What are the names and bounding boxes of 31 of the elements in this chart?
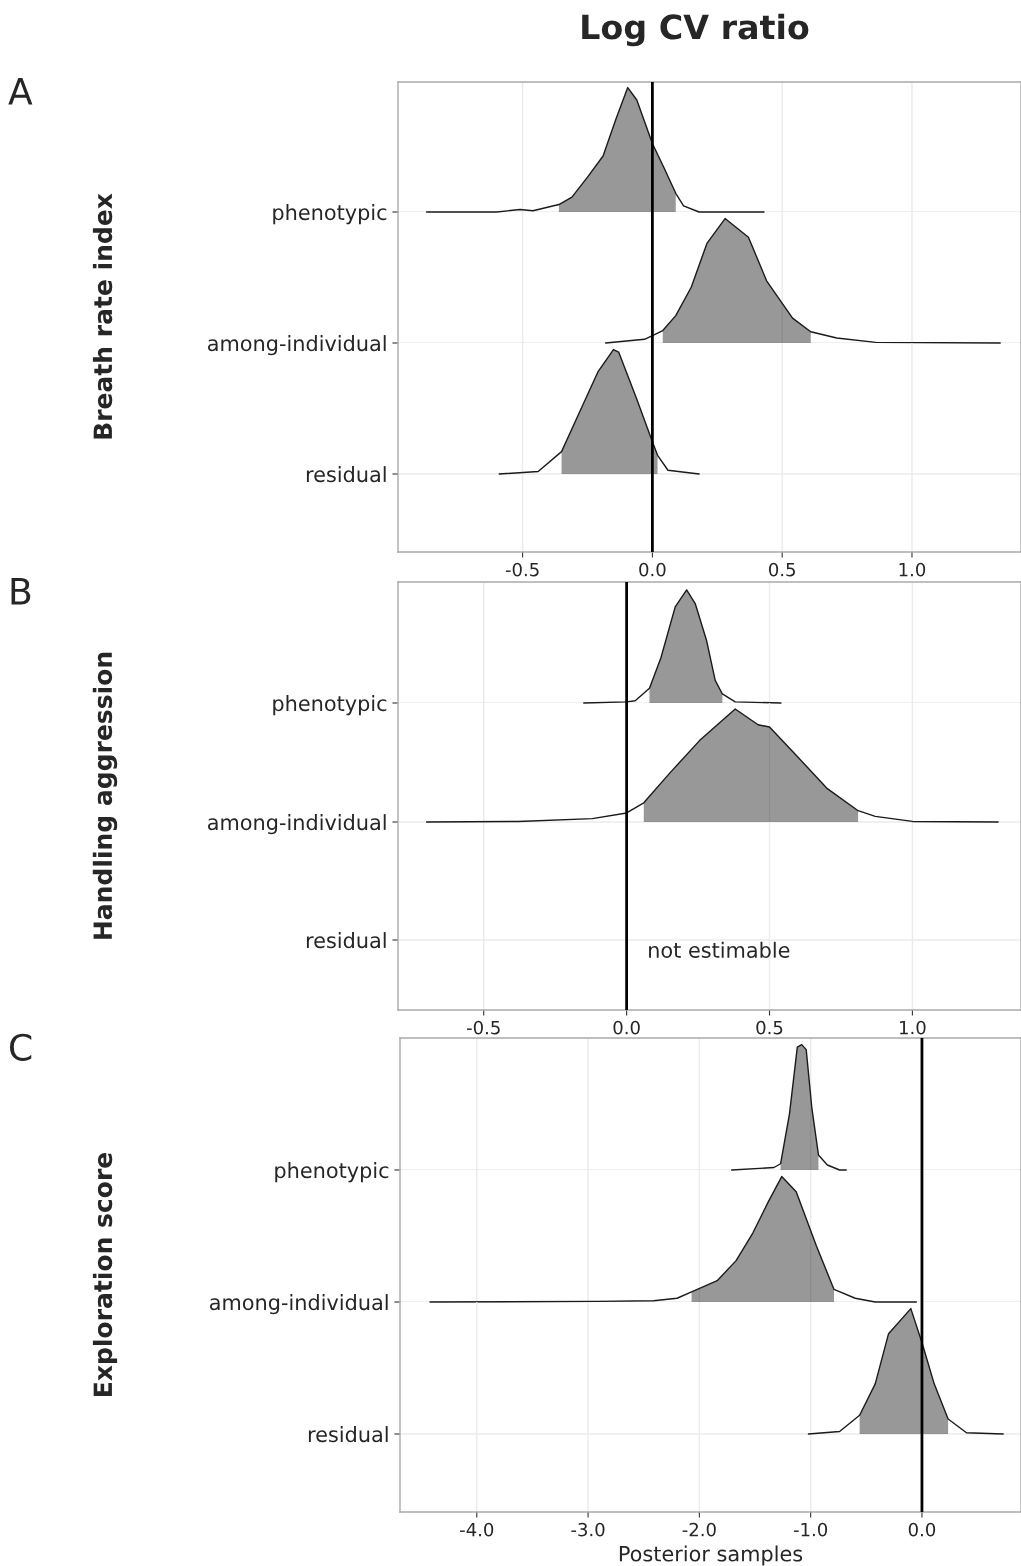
- text: among-individual: [207, 335, 386, 356]
- y-axis-title: Handling aggression: [92, 652, 118, 939]
- chart-title: Log CV ratio: [582, 13, 809, 47]
- x-tick-label: 1.0: [900, 1020, 926, 1035]
- text: not estimable: [649, 941, 790, 958]
- x-axis-title: Posterior samples: [619, 1545, 803, 1566]
- y-axis-title: Exploration score: [92, 1153, 118, 1396]
- text: residual: [308, 1426, 388, 1443]
- x-tick-label: -0.5: [505, 562, 539, 577]
- text: phenotypic: [273, 695, 387, 716]
- x-tick-label: -1.0: [793, 1522, 828, 1537]
- text: phenotypic: [275, 1162, 389, 1183]
- text: A: [8, 78, 33, 105]
- x-tick-label: 0.0: [908, 1522, 936, 1537]
- series-label: phenotypic: [273, 204, 387, 225]
- x-tick-label: -4.0: [460, 1522, 494, 1537]
- text: residual: [306, 932, 386, 949]
- series-label: among-individual: [207, 814, 386, 835]
- x-tick-label: -0.5: [467, 1020, 500, 1035]
- x-tick-label: 0.5: [756, 1020, 783, 1035]
- y-axis-title: Breath rate index: [92, 193, 113, 439]
- text: B: [11, 578, 31, 605]
- x-tick-label: -2.0: [682, 1522, 716, 1537]
- x-tick-label: 0.0: [639, 562, 666, 577]
- x-tick-label: 0.0: [613, 1020, 640, 1035]
- text: C: [10, 1033, 32, 1061]
- x-tick-label: -3.0: [571, 1522, 605, 1537]
- x-tick-label: 0.5: [769, 562, 795, 577]
- text: residual: [306, 466, 386, 483]
- text: among-individual: [209, 1294, 388, 1315]
- x-tick-label: 1.0: [899, 562, 926, 577]
